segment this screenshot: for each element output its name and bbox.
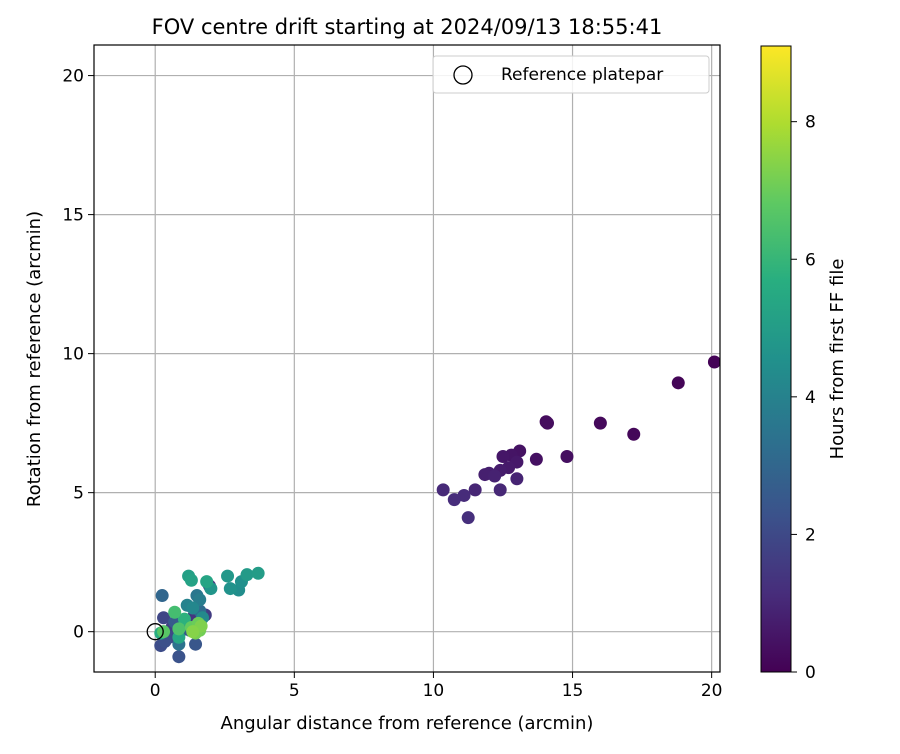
colorbar: 0 2 4 6 8 Hours from first FF file <box>760 45 848 683</box>
data-point-6 <box>560 450 574 464</box>
data-point-53 <box>251 566 265 580</box>
data-point-68 <box>186 625 200 639</box>
y-tick-label-1: 5 <box>73 484 84 504</box>
colorbar-tick-label-0: 0 <box>805 663 816 683</box>
reference-platepar-marker <box>146 623 164 641</box>
data-point-10 <box>496 450 510 464</box>
x-tick-label-0: 0 <box>150 681 161 701</box>
data-point-5 <box>541 416 555 430</box>
data-point-18 <box>468 483 482 497</box>
chart-title: FOV centre drift starting at 2024/09/13 … <box>152 15 663 39</box>
data-point-17 <box>510 472 524 486</box>
data-point-7 <box>529 452 543 466</box>
y-tick-label-0: 0 <box>73 623 84 643</box>
x-tick-label-1: 5 <box>289 681 300 701</box>
colorbar-tick-label-2: 4 <box>805 388 816 408</box>
data-point-52 <box>240 568 254 582</box>
data-point-20 <box>436 483 450 497</box>
plot-markers <box>154 355 720 664</box>
data-point-2 <box>627 427 641 441</box>
data-point-39 <box>155 589 169 603</box>
legend-entry-reference-platepar: Reference platepar <box>501 65 663 85</box>
data-point-3 <box>593 416 607 430</box>
x-tick-label-4: 20 <box>701 681 723 701</box>
data-point-34 <box>172 650 186 664</box>
plot-frame <box>93 44 721 673</box>
data-point-30 <box>157 611 171 625</box>
data-point-21 <box>457 488 471 502</box>
data-point-0 <box>707 355 720 369</box>
data-point-1 <box>671 376 685 390</box>
colorbar-tick-label-3: 6 <box>805 250 816 270</box>
x-tick-label-2: 10 <box>423 681 445 701</box>
data-point-35 <box>189 637 203 651</box>
y-tick-label-4: 20 <box>62 67 84 87</box>
data-point-56 <box>200 575 214 589</box>
colorbar-ticks: 0 2 4 6 8 <box>791 113 816 683</box>
data-point-15 <box>478 468 492 482</box>
data-point-19 <box>493 483 507 497</box>
data-point-45 <box>186 601 200 615</box>
y-axis-label: Rotation from reference (arcmin) <box>24 211 45 507</box>
data-point-16 <box>488 469 502 483</box>
data-point-23 <box>461 511 475 525</box>
data-point-55 <box>184 573 198 587</box>
x-axis-ticks: 0 5 10 15 20 <box>150 672 723 701</box>
x-tick-label-3: 15 <box>562 681 584 701</box>
y-tick-label-2: 10 <box>62 345 84 365</box>
data-point-49 <box>223 582 237 596</box>
colorbar-tick-label-4: 8 <box>805 113 816 133</box>
data-point-22 <box>447 493 461 507</box>
colorbar-label: Hours from first FF file <box>827 259 848 460</box>
data-point-51 <box>221 569 235 583</box>
colorbar-tick-label-1: 2 <box>805 525 816 545</box>
legend-box <box>432 55 710 94</box>
legend-marker-icon <box>453 65 473 85</box>
legend: Reference platepar <box>432 55 710 94</box>
colorbar-gradient <box>760 45 792 673</box>
y-tick-label-3: 15 <box>62 206 84 226</box>
x-axis-label: Angular distance from reference (arcmin) <box>221 713 594 734</box>
data-point-60 <box>168 605 182 619</box>
y-axis-ticks: 0 5 10 15 20 <box>62 67 94 643</box>
data-point-61 <box>172 622 186 636</box>
